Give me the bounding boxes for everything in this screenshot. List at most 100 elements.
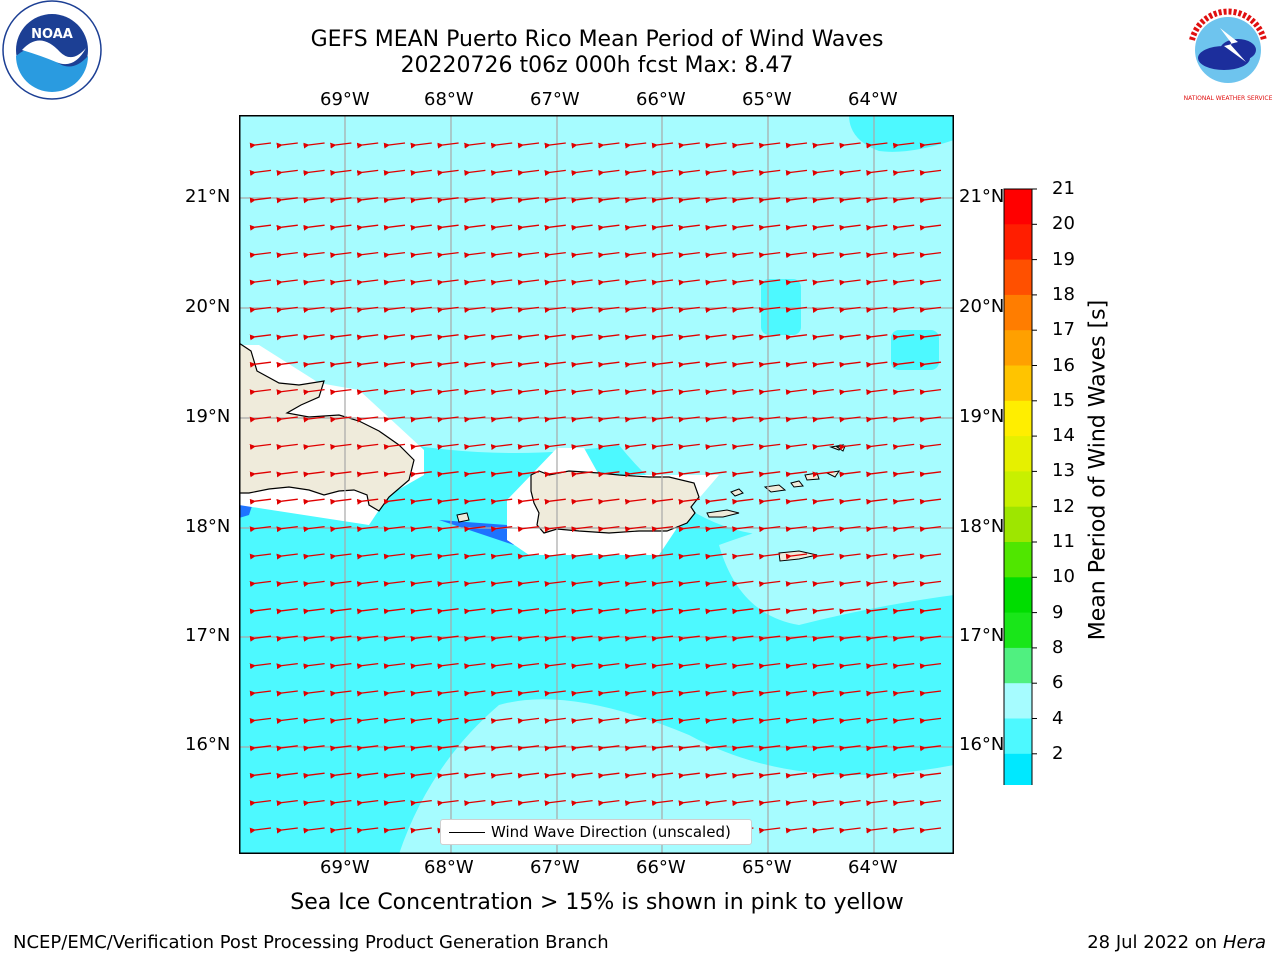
wind-wave-arrow xyxy=(598,306,620,313)
wind-wave-arrow xyxy=(732,169,754,176)
colorbar-segment xyxy=(1004,577,1032,614)
map-title: GEFS MEAN Puerto Rico Mean Period of Win… xyxy=(310,27,884,52)
wind-wave-arrow xyxy=(758,525,781,533)
wind-wave-arrow xyxy=(490,772,513,779)
wind-wave-arrow xyxy=(812,416,834,423)
wind-wave-arrow xyxy=(866,690,888,697)
wind-wave-arrow xyxy=(437,498,459,505)
wind-wave-arrow xyxy=(785,772,808,779)
wind-wave-arrow xyxy=(517,745,540,752)
wind-wave-arrow xyxy=(892,279,915,286)
lat-right-19n: 19°N xyxy=(959,406,1005,427)
wind-wave-arrow xyxy=(490,553,513,560)
wind-wave-arrow xyxy=(732,251,754,259)
wind-wave-arrow xyxy=(464,580,486,587)
wind-wave-arrow xyxy=(249,279,272,286)
wind-wave-arrow xyxy=(598,525,620,533)
wind-wave-arrow xyxy=(571,443,593,450)
wind-wave-arrow xyxy=(866,142,888,149)
wind-wave-arrow xyxy=(383,662,406,670)
wind-wave-arrow xyxy=(598,416,620,423)
wind-wave-arrow xyxy=(651,662,674,670)
wind-wave-arrow xyxy=(758,471,781,478)
wind-wave-arrow xyxy=(678,745,700,752)
wind-wave-arrow xyxy=(651,498,674,505)
colorbar-segment xyxy=(1004,259,1032,296)
wind-wave-arrow xyxy=(276,388,298,396)
colorbar-tick-label: 6 xyxy=(1052,672,1064,694)
wind-wave-arrow xyxy=(490,498,513,505)
wind-wave-arrow xyxy=(785,306,808,313)
wind-wave-arrow xyxy=(624,416,647,423)
wind-wave-arrow xyxy=(812,662,834,670)
wind-wave-arrow xyxy=(678,799,700,807)
wind-wave-arrow xyxy=(651,279,674,286)
wind-wave-arrow xyxy=(303,471,325,478)
wind-wave-arrow xyxy=(410,498,432,505)
island-st-thomas xyxy=(763,484,787,493)
wind-wave-arrow xyxy=(598,142,620,149)
wind-wave-arrow xyxy=(732,443,754,450)
wind-wave-arrow xyxy=(410,608,432,615)
wind-wave-arrow xyxy=(544,224,566,231)
wind-wave-arrow xyxy=(758,224,781,231)
wind-wave-arrow xyxy=(758,443,781,450)
wind-wave-arrow xyxy=(330,361,352,368)
wind-wave-arrow xyxy=(571,690,593,697)
wind-wave-arrow xyxy=(383,334,406,341)
colorbar-tick-label: 18 xyxy=(1052,283,1075,305)
wind-wave-arrow xyxy=(437,635,459,642)
wind-wave-arrow xyxy=(866,745,888,752)
wind-wave-arrow xyxy=(732,525,754,533)
colorbar-tick-label: 17 xyxy=(1052,319,1075,341)
wind-wave-arrow xyxy=(705,799,727,807)
wind-wave-arrow xyxy=(276,361,298,368)
colorbar-segment xyxy=(1004,612,1032,649)
wind-wave-arrow xyxy=(866,306,888,313)
wind-wave-arrow xyxy=(624,142,647,149)
wind-wave-arrow xyxy=(598,635,620,642)
wind-wave-arrow xyxy=(249,772,272,779)
wind-wave-arrow xyxy=(705,498,727,505)
wind-wave-arrow xyxy=(544,251,566,259)
wind-wave-arrow xyxy=(356,361,379,368)
wind-wave-arrow xyxy=(571,717,593,724)
colorbar-tick-label: 15 xyxy=(1052,389,1075,411)
wind-wave-arrow xyxy=(490,608,513,615)
wind-wave-arrow xyxy=(276,169,298,176)
wind-wave-arrow xyxy=(598,772,620,779)
lon-bottom-69w: 69°W xyxy=(320,857,370,878)
wind-wave-arrow xyxy=(785,799,808,807)
wind-wave-arrow xyxy=(330,197,352,204)
wind-wave-arrow xyxy=(356,224,379,231)
wind-wave-arrow xyxy=(624,306,647,313)
wind-wave-arrow xyxy=(249,608,272,615)
wind-wave-arrow xyxy=(812,717,834,724)
wind-wave-arrow xyxy=(464,251,486,259)
wind-wave-arrow xyxy=(892,169,915,176)
wind-wave-arrow xyxy=(517,279,540,286)
wind-wave-arrow xyxy=(598,197,620,204)
lon-top-64w: 64°W xyxy=(848,89,898,110)
wind-wave-arrow xyxy=(705,690,727,697)
wind-wave-arrow xyxy=(678,361,700,368)
wind-wave-arrow xyxy=(892,690,915,697)
wind-wave-arrow xyxy=(732,306,754,313)
wind-wave-arrow xyxy=(705,416,727,423)
wind-wave-arrow xyxy=(892,717,915,724)
wind-wave-arrow xyxy=(571,553,593,560)
wind-wave-arrow xyxy=(303,827,325,834)
wind-wave-arrow xyxy=(490,306,513,313)
wind-wave-arrow xyxy=(330,471,352,478)
wind-wave-arrow xyxy=(437,525,459,533)
wind-wave-arrow xyxy=(598,662,620,670)
wind-wave-arrow xyxy=(490,471,513,478)
wind-wave-arrow xyxy=(356,169,379,176)
wind-wave-arrow xyxy=(276,608,298,615)
wind-wave-arrow xyxy=(892,772,915,779)
wind-wave-arrow xyxy=(249,197,272,204)
wind-wave-arrow xyxy=(785,690,808,697)
wind-wave-arrow xyxy=(544,169,566,176)
wind-wave-arrow xyxy=(892,580,915,587)
wind-wave-arrow xyxy=(785,553,808,560)
